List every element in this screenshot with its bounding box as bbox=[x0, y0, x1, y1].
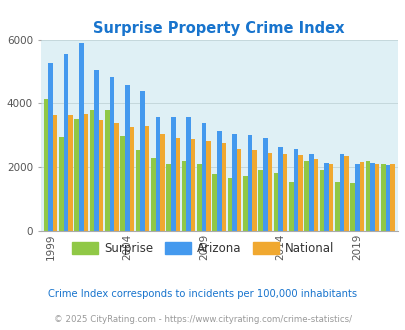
Bar bbox=[216, 130, 221, 231]
Bar bbox=[90, 110, 94, 231]
Bar bbox=[282, 154, 287, 231]
Bar bbox=[227, 178, 232, 231]
Bar bbox=[328, 164, 333, 231]
Bar bbox=[160, 134, 164, 231]
Bar bbox=[273, 173, 277, 231]
Bar bbox=[365, 161, 369, 231]
Bar bbox=[298, 155, 302, 231]
Bar bbox=[140, 91, 145, 231]
Bar bbox=[369, 163, 374, 231]
Bar bbox=[374, 164, 379, 231]
Bar bbox=[94, 70, 99, 231]
Bar bbox=[267, 153, 271, 231]
Bar bbox=[171, 117, 175, 231]
Bar bbox=[114, 123, 119, 231]
Legend: Surprise, Arizona, National: Surprise, Arizona, National bbox=[67, 237, 338, 260]
Text: Crime Index corresponds to incidents per 100,000 inhabitants: Crime Index corresponds to incidents per… bbox=[48, 289, 357, 299]
Bar bbox=[68, 115, 72, 231]
Bar bbox=[258, 170, 262, 231]
Bar bbox=[359, 162, 363, 231]
Bar bbox=[232, 134, 236, 231]
Bar bbox=[175, 138, 180, 231]
Bar bbox=[354, 164, 359, 231]
Bar bbox=[99, 120, 103, 231]
Bar bbox=[190, 140, 195, 231]
Bar bbox=[262, 138, 267, 231]
Bar bbox=[135, 150, 140, 231]
Bar bbox=[196, 164, 201, 231]
Bar bbox=[109, 77, 114, 231]
Bar bbox=[293, 149, 298, 231]
Bar bbox=[181, 161, 186, 231]
Bar bbox=[74, 119, 79, 231]
Bar bbox=[389, 164, 394, 231]
Bar bbox=[252, 150, 256, 231]
Bar bbox=[53, 115, 58, 231]
Bar bbox=[151, 158, 155, 231]
Bar bbox=[83, 114, 88, 231]
Bar bbox=[129, 127, 134, 231]
Bar bbox=[385, 165, 389, 231]
Bar bbox=[304, 161, 308, 231]
Bar bbox=[243, 176, 247, 231]
Bar bbox=[288, 182, 293, 231]
Bar bbox=[59, 137, 64, 231]
Bar bbox=[186, 117, 190, 231]
Bar bbox=[343, 156, 348, 231]
Bar bbox=[277, 147, 282, 231]
Bar bbox=[166, 164, 171, 231]
Bar bbox=[221, 143, 226, 231]
Bar bbox=[324, 163, 328, 231]
Bar bbox=[155, 117, 160, 231]
Bar bbox=[145, 126, 149, 231]
Bar bbox=[105, 110, 109, 231]
Bar bbox=[313, 159, 318, 231]
Bar bbox=[350, 183, 354, 231]
Bar bbox=[206, 141, 210, 231]
Bar bbox=[79, 43, 83, 231]
Bar bbox=[120, 136, 125, 231]
Bar bbox=[319, 170, 324, 231]
Bar bbox=[44, 99, 48, 231]
Bar bbox=[236, 149, 241, 231]
Bar bbox=[212, 174, 216, 231]
Bar bbox=[64, 54, 68, 231]
Text: © 2025 CityRating.com - https://www.cityrating.com/crime-statistics/: © 2025 CityRating.com - https://www.city… bbox=[54, 315, 351, 324]
Bar bbox=[201, 123, 206, 231]
Bar bbox=[308, 154, 313, 231]
Bar bbox=[339, 154, 343, 231]
Bar bbox=[380, 164, 385, 231]
Title: Surprise Property Crime Index: Surprise Property Crime Index bbox=[93, 21, 344, 36]
Bar bbox=[125, 85, 129, 231]
Bar bbox=[247, 135, 252, 231]
Bar bbox=[334, 182, 339, 231]
Bar bbox=[48, 63, 53, 231]
